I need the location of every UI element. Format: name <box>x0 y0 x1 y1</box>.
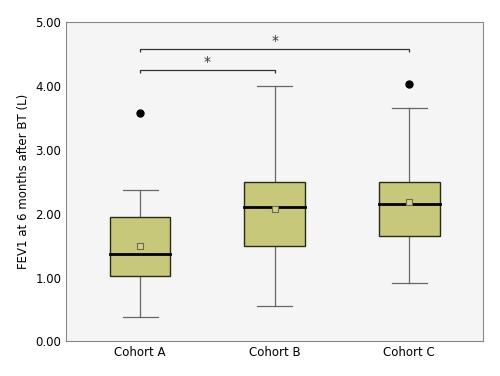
Text: *: * <box>204 55 211 69</box>
Bar <box>379 182 440 236</box>
Text: *: * <box>271 34 278 48</box>
Bar <box>244 182 305 246</box>
Y-axis label: FEV1 at 6 months after BT (L): FEV1 at 6 months after BT (L) <box>16 94 30 269</box>
Bar <box>110 217 170 276</box>
